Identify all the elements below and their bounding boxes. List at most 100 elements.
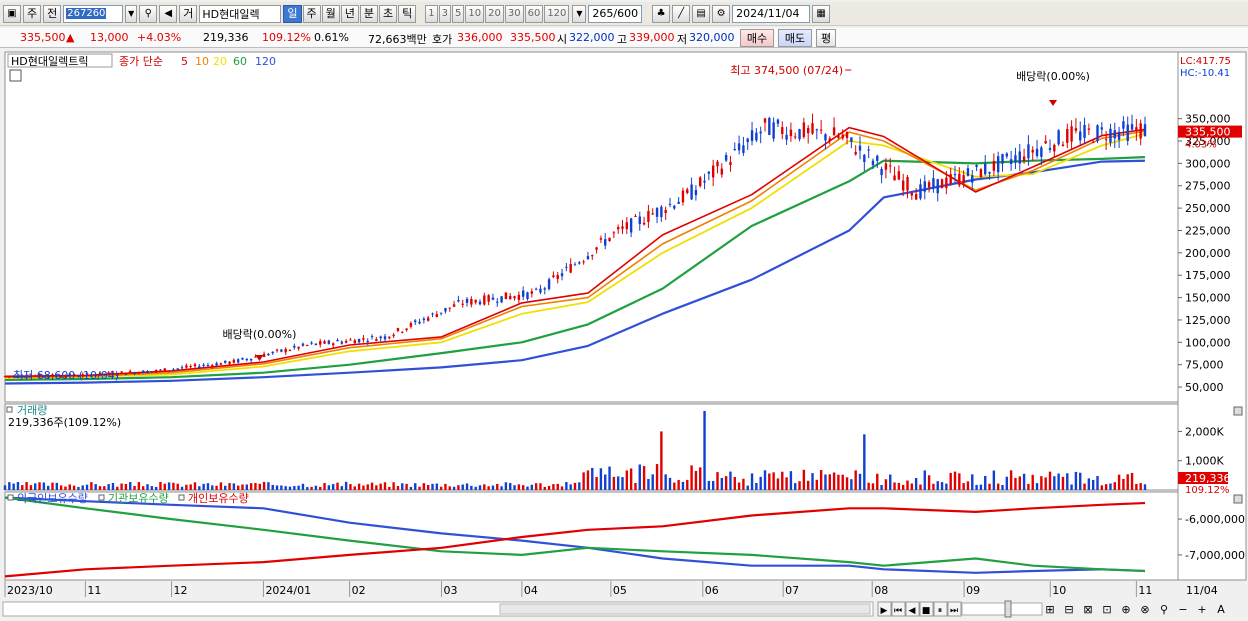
candle-body [949,174,952,184]
volume-bar [478,485,482,490]
timeframe-3[interactable]: 년 [340,4,359,23]
volume-bar [850,479,853,490]
candle-body [189,366,192,368]
gear-icon[interactable]: ⚙ [712,4,731,23]
candle-body [897,171,901,180]
volume-bar [742,478,745,490]
candle-body [357,338,361,343]
volume-bar [664,474,667,490]
candle-body [621,226,624,229]
volume-bar [919,484,922,490]
candle-body [504,292,508,300]
interval-60[interactable]: 60 [524,4,544,23]
interval-1[interactable]: 1 [425,4,438,23]
volume-bar [876,473,879,490]
window-menu-icon[interactable]: ▣ [3,4,21,23]
nav-glyph-2: ◀ [909,606,916,616]
eval-button[interactable]: 평 [816,29,836,47]
period-type-select[interactable]: 주 [23,4,42,23]
volume-bar [491,485,495,490]
volume-bar [111,482,115,490]
timeframe-0[interactable]: 일 [283,4,302,23]
candle-body [1035,148,1039,157]
volume-bar [720,477,724,490]
candle-body [984,163,987,175]
volume-bar [1022,473,1026,490]
interval-5[interactable]: 5 [452,4,465,23]
bar-count-field[interactable]: 265/600 [588,4,643,23]
drawing-tool-icon[interactable]: ╱ [672,4,691,23]
candle-body [707,171,711,174]
candle-body [932,178,935,188]
volume-bar [401,483,404,490]
interval-3[interactable]: 3 [438,4,451,23]
candle-body [349,339,352,341]
candle-body [1087,128,1091,130]
volume-bar [776,478,780,490]
candle-body [988,171,991,174]
timeframe-5[interactable]: 초 [379,4,398,23]
volume-bar [1122,478,1125,490]
prev-button[interactable]: 전 [43,4,62,23]
interval-20[interactable]: 20 [485,4,504,23]
candle-body [280,349,283,352]
trade-button[interactable]: 거 [179,4,198,23]
nav-glyph-4: ⏸ [938,606,943,616]
stock-chart[interactable]: 350,000 325,000 300,000 275,000 250,000 225,0… [0,50,1248,621]
stock-name-field[interactable]: HD현대일렉 [199,4,282,23]
candle-body [409,322,413,327]
interval-120[interactable]: 120 [544,4,570,23]
calendar-icon[interactable]: ▦ [812,4,831,23]
timeframe-1[interactable]: 주 [302,4,321,23]
price-tick-label: 100,000 [1185,336,1231,349]
sell-button[interactable]: 매도 [778,29,812,47]
candle-body [737,143,741,151]
candle-body [198,366,201,368]
chart-type-icon[interactable]: ♣ [652,4,671,23]
interval-10[interactable]: 10 [465,4,485,23]
candle-body [483,295,486,305]
candle-body [293,345,296,348]
timeframe-6[interactable]: 틱 [398,4,417,23]
candle-body [120,371,123,373]
candle-body [388,336,391,339]
holding-line-1 [4,496,1146,573]
timeframe-2[interactable]: 월 [321,4,340,23]
candle-body [742,145,745,153]
candle-body [586,256,590,260]
candle-body [604,239,607,246]
volume-bar [1048,471,1052,490]
candle-body [150,371,154,373]
candle-body [1018,151,1021,164]
candle-body [249,358,253,361]
candle-body [755,132,758,141]
timeframe-4[interactable]: 분 [359,4,378,23]
candle-body [1100,127,1104,130]
buy-button[interactable]: 매수 [740,29,774,47]
save-icon[interactable]: ▤ [692,4,711,23]
volume-bar [487,486,490,490]
candle-body [426,317,430,321]
candle-body [573,264,577,266]
candle-body [465,298,469,303]
candle-body [474,299,477,303]
volume-bar [984,475,987,490]
volume-bar [703,410,706,490]
code-dropdown-icon[interactable]: ▼ [125,4,138,23]
candle-body [958,173,961,186]
speaker-icon[interactable]: ◀ [159,4,178,23]
candle-body [1104,139,1108,141]
date-field[interactable]: 2024/11/04 [732,4,811,23]
stock-code-input[interactable]: 267260 [63,4,124,23]
candle-body [1139,123,1142,139]
search-icon[interactable]: ⚲ [139,4,158,23]
volume-bar [8,482,11,490]
candle-body [1070,126,1073,142]
volume-last-label: 219,336 [1185,472,1231,485]
interval-30[interactable]: 30 [504,4,524,23]
candle-body [314,343,318,345]
volume-bar [504,482,508,490]
interval-dropdown-icon[interactable]: ▼ [572,4,587,23]
candle-body [245,358,249,361]
